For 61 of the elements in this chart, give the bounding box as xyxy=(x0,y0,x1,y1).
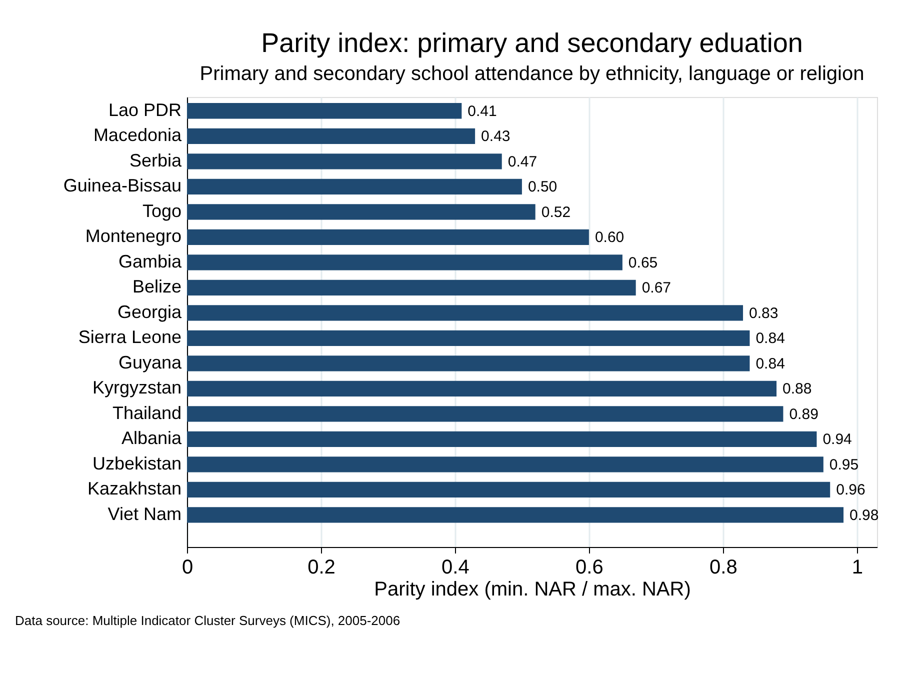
bar xyxy=(187,254,622,270)
bar xyxy=(187,305,744,321)
y-tick-label: Guinea-Bissau xyxy=(63,176,182,196)
bar xyxy=(187,330,750,346)
y-tick-label: Guyana xyxy=(118,352,182,372)
bar xyxy=(187,431,817,447)
y-tick-label: Sierra Leone xyxy=(78,327,182,348)
y-tick-label: Kazakhstan xyxy=(87,478,182,499)
data-label: 0.84 xyxy=(756,355,785,372)
data-label: 0.65 xyxy=(628,254,658,272)
bar xyxy=(187,154,502,170)
x-tick-label: 0.8 xyxy=(710,556,738,578)
data-label: 0.47 xyxy=(508,153,538,170)
data-label: 0.52 xyxy=(541,204,571,221)
y-tick-label: Kyrgyzstan xyxy=(92,378,182,398)
bar xyxy=(187,280,636,296)
data-label: 0.96 xyxy=(836,482,866,499)
source-note: Data source: Multiple Indicator Cluster Surveys (MICS), 2005-2006 xyxy=(15,613,400,628)
y-tick-label: Serbia xyxy=(129,150,182,170)
bar xyxy=(187,229,589,245)
bar xyxy=(187,507,844,523)
data-label: 0.67 xyxy=(642,280,672,297)
y-tick-label: Gambia xyxy=(118,251,182,272)
y-tick-label: Thailand xyxy=(112,402,182,423)
x-tick-label: 0 xyxy=(182,556,194,578)
data-label: 0.94 xyxy=(822,431,852,448)
data-label: 0.84 xyxy=(756,330,785,348)
y-tick-label: Georgia xyxy=(117,302,182,322)
data-label: 0.50 xyxy=(528,178,558,196)
data-label: 0.43 xyxy=(481,128,510,146)
bar xyxy=(187,482,830,498)
data-label: 0.41 xyxy=(468,102,497,120)
chart-title: Parity index: primary and secondary eduation xyxy=(261,28,803,58)
x-tick-label: 0.6 xyxy=(576,556,604,578)
bar xyxy=(187,356,750,372)
bar xyxy=(187,204,536,220)
bar xyxy=(187,178,522,194)
y-tick-label: Lao PDR xyxy=(108,100,182,120)
y-tick-label: Macedonia xyxy=(93,125,182,146)
x-tick-label: 1 xyxy=(852,556,863,578)
data-label: 0.83 xyxy=(749,304,778,322)
y-tick-label: Albania xyxy=(121,428,182,448)
data-label: 0.95 xyxy=(829,456,859,474)
bar xyxy=(187,128,476,144)
bar xyxy=(187,103,462,119)
x-axis-title: Parity index (min. NAR / max. NAR) xyxy=(374,578,691,600)
y-tick-label: Togo xyxy=(142,200,182,221)
bar xyxy=(187,456,824,472)
data-label: 0.98 xyxy=(850,506,879,524)
x-tick-label: 0.2 xyxy=(308,556,336,578)
data-label: 0.89 xyxy=(789,406,818,423)
data-label: 0.88 xyxy=(782,380,812,398)
y-tick-label: Uzbekistan xyxy=(92,453,182,474)
bar xyxy=(187,380,777,396)
chart-subtitle: Primary and secondary school attendance by ethnicity, language or religion xyxy=(200,63,864,85)
y-tick-label: Viet Nam xyxy=(108,504,182,524)
y-tick-label: Montenegro xyxy=(85,226,182,246)
bar xyxy=(187,406,784,422)
x-tick-label: 0.4 xyxy=(442,556,470,578)
y-tick-label: Belize xyxy=(132,276,182,297)
data-label: 0.60 xyxy=(594,229,624,246)
